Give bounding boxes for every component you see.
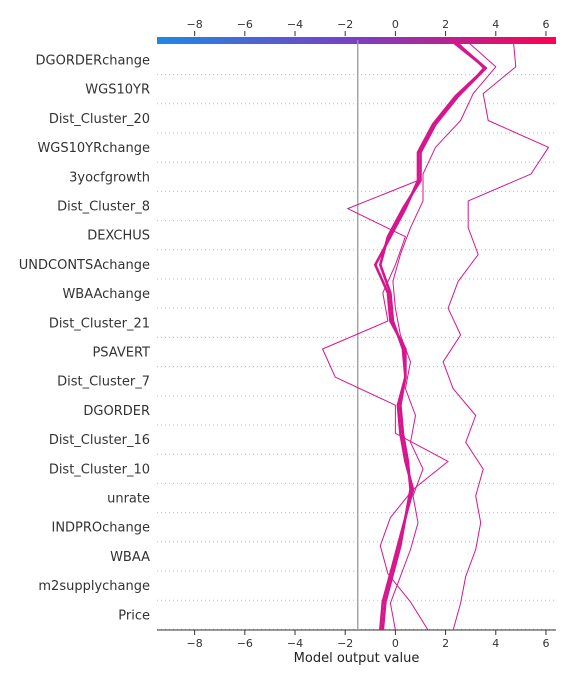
feature-labels: DGORDERchange WGS10YR Dist_Cluster_20 WGS10…: [19, 54, 150, 624]
feature-label: Dist_Cluster_10: [49, 462, 150, 477]
feature-label: DGORDER: [83, 404, 150, 419]
bottom-tick-label: −8: [187, 637, 203, 650]
decision-line-3: [322, 39, 484, 631]
top-tick-label: −8: [187, 18, 203, 31]
feature-label: INDPROchange: [51, 521, 150, 536]
feature-label: Dist_Cluster_16: [49, 433, 150, 448]
top-tick-label: 6: [542, 18, 549, 31]
feature-label: m2supplychange: [38, 579, 150, 594]
decision-line-5: [373, 38, 488, 631]
feature-label: DEXCHUS: [87, 229, 150, 244]
feature-label: Dist_Cluster_20: [49, 112, 150, 127]
colorbar: [157, 37, 556, 44]
decision-line-2: [389, 39, 497, 631]
bottom-tick-label: 2: [442, 637, 449, 650]
x-axis-title: Model output value: [294, 651, 420, 666]
feature-label: Price: [118, 608, 150, 623]
decision-line-1: [442, 39, 549, 631]
feature-label: 3yocfgrowth: [69, 170, 150, 185]
top-tick-label: −4: [287, 18, 303, 31]
bottom-tick-label: −2: [337, 637, 353, 650]
bottom-tick-label: 4: [492, 637, 499, 650]
top-tick-label: 2: [442, 18, 449, 31]
feature-label: Dist_Cluster_8: [57, 200, 150, 215]
bottom-tick-label: −6: [237, 637, 253, 650]
feature-label: WBAAchange: [62, 287, 150, 302]
feature-label: UNDCONTSAchange: [19, 258, 150, 273]
feature-label: DGORDERchange: [36, 54, 150, 69]
feature-label: WBAA: [110, 550, 150, 565]
top-tick-label: 4: [492, 18, 499, 31]
top-tick-label: −6: [237, 18, 253, 31]
decision-lines: [322, 38, 549, 631]
feature-label: PSAVERT: [92, 346, 150, 361]
feature-label: Dist_Cluster_7: [57, 375, 150, 390]
x-ticks: −8 −8 −6 −6 −4 −4 −2 −2 0 0 2 2 4 4 6 6: [187, 18, 550, 650]
top-tick-label: −2: [337, 18, 353, 31]
feature-label: Dist_Cluster_21: [49, 316, 150, 331]
grid-lines: [157, 74, 556, 630]
feature-label: WGS10YRchange: [37, 141, 150, 156]
top-tick-label: 0: [392, 18, 399, 31]
bottom-tick-label: 0: [392, 637, 399, 650]
feature-label: unrate: [107, 492, 150, 507]
bottom-tick-label: 6: [542, 637, 549, 650]
bottom-tick-label: −4: [287, 637, 303, 650]
feature-label: WGS10YR: [85, 83, 150, 98]
